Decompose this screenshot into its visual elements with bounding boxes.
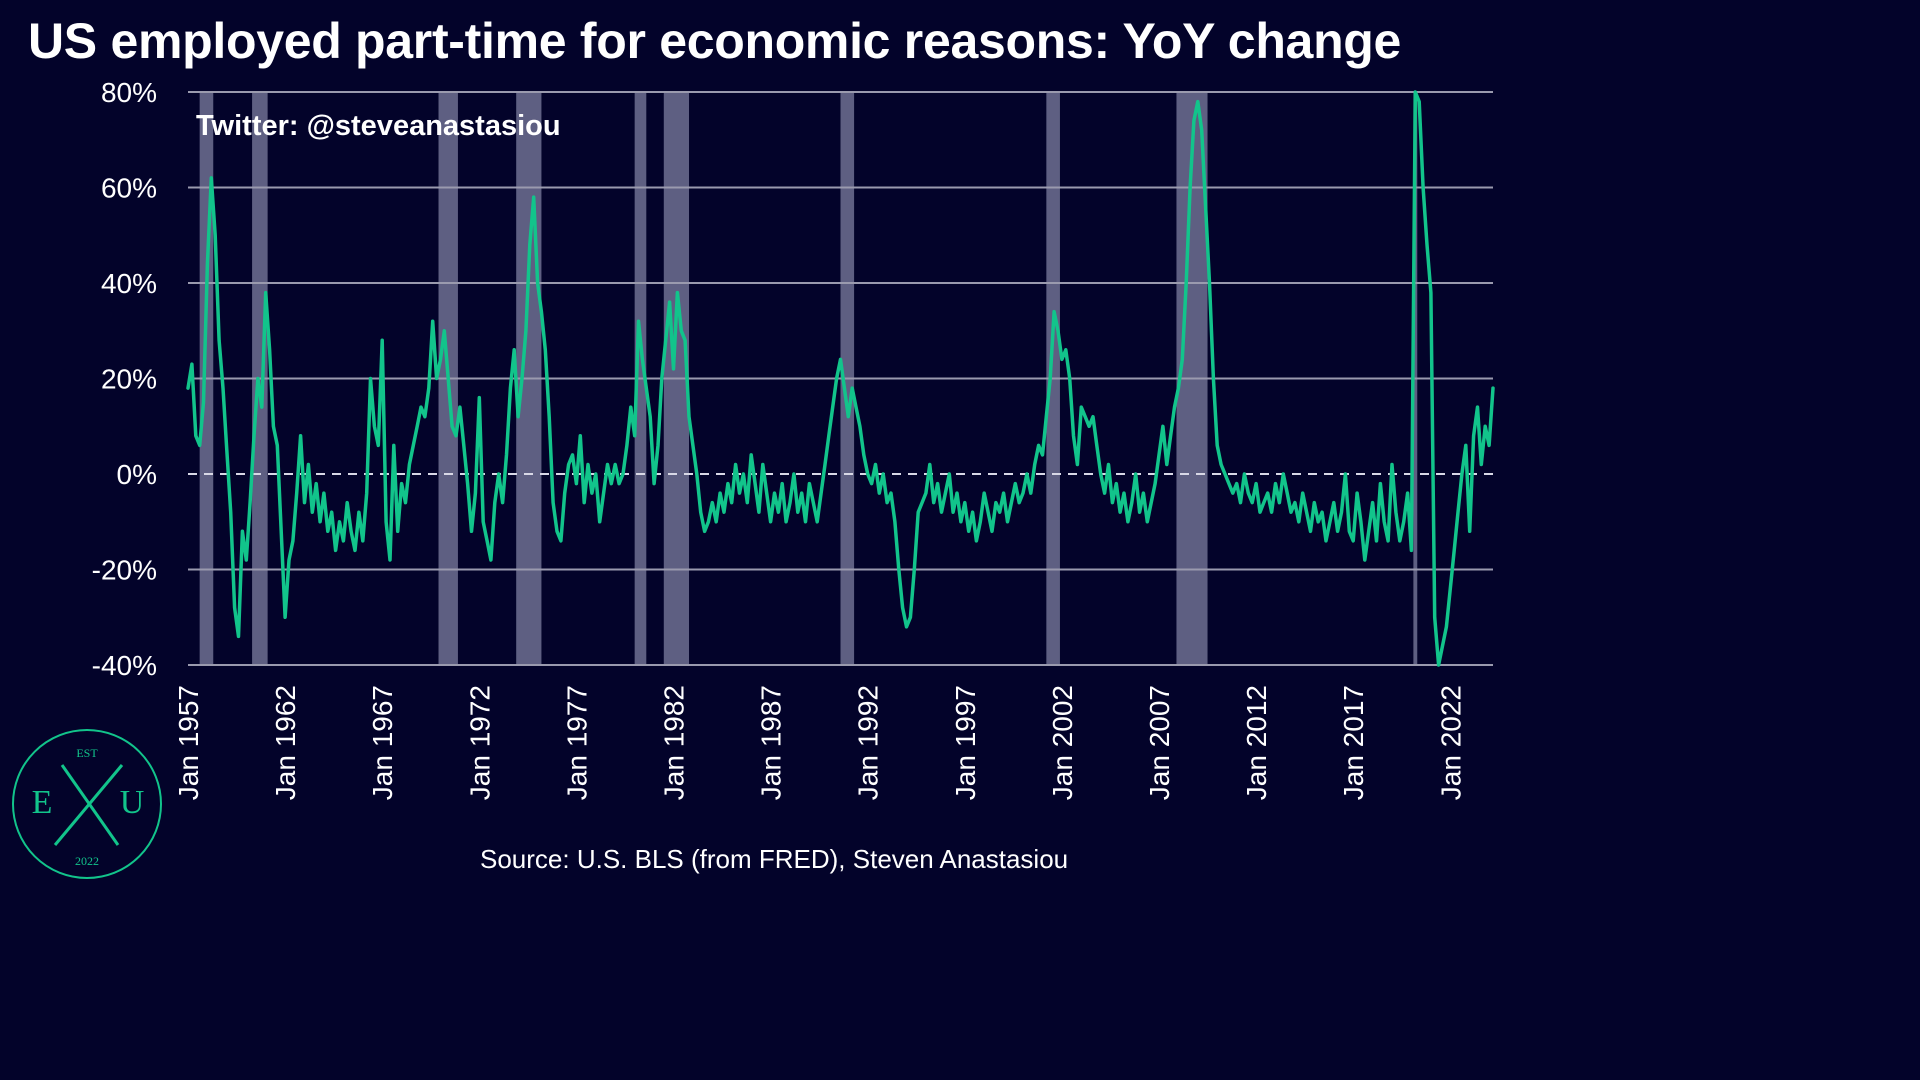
y-tick-label: 0% — [117, 459, 157, 490]
y-tick-label: -20% — [92, 555, 157, 586]
exu-logo: EST E U 2022 — [12, 729, 162, 879]
logo-est-text: EST — [76, 746, 98, 760]
x-tick-label: Jan 2007 — [1144, 685, 1175, 800]
y-tick-label: 60% — [101, 173, 157, 204]
x-tick-label: Jan 1962 — [270, 685, 301, 800]
x-tick-label: Jan 2002 — [1047, 685, 1078, 800]
x-tick-label: Jan 1967 — [367, 685, 398, 800]
line-chart: -40%-20%0%20%40%60%80% Jan 1957 Jan 1962 J… — [92, 77, 1495, 800]
logo-year-text: 2022 — [75, 854, 99, 868]
gridlines — [188, 91, 1493, 666]
x-tick-label: Jan 2012 — [1241, 685, 1272, 800]
x-tick-label: Jan 1982 — [658, 685, 689, 800]
logo-letter-e: E — [32, 784, 53, 821]
y-tick-label: 40% — [101, 268, 157, 299]
y-tick-label: 20% — [101, 364, 157, 395]
twitter-credit: Twitter: @steveanastasiou — [196, 110, 561, 142]
x-tick-label: Jan 2022 — [1435, 685, 1466, 800]
series-line-path — [186, 90, 1495, 667]
y-tick-label: -40% — [92, 650, 157, 681]
series-line — [186, 90, 1495, 667]
x-tick-label: Jan 1972 — [464, 685, 495, 800]
x-tick-label: Jan 2017 — [1338, 685, 1369, 800]
chart-title: US employed part-time for economic reaso… — [28, 13, 1402, 69]
x-tick-label: Jan 1987 — [756, 685, 787, 800]
y-tick-label: 80% — [101, 77, 157, 108]
x-tick-label: Jan 1992 — [853, 685, 884, 800]
x-tick-label: Jan 1977 — [561, 685, 592, 800]
x-axis-ticks: Jan 1957 Jan 1962 Jan 1967 Jan 1972 Jan 1977… — [173, 685, 1466, 800]
y-axis-ticks: -40% -20% 0% 20% 40% 60% 80% — [92, 77, 157, 681]
x-tick-label: Jan 1957 — [173, 685, 204, 800]
logo-ring — [12, 729, 162, 879]
x-tick-label: Jan 1997 — [950, 685, 981, 800]
logo-letter-u: U — [120, 784, 145, 821]
source-note: Source: U.S. BLS (from FRED), Steven Ana… — [480, 844, 1069, 874]
logo-cross-stroke — [60, 764, 120, 846]
